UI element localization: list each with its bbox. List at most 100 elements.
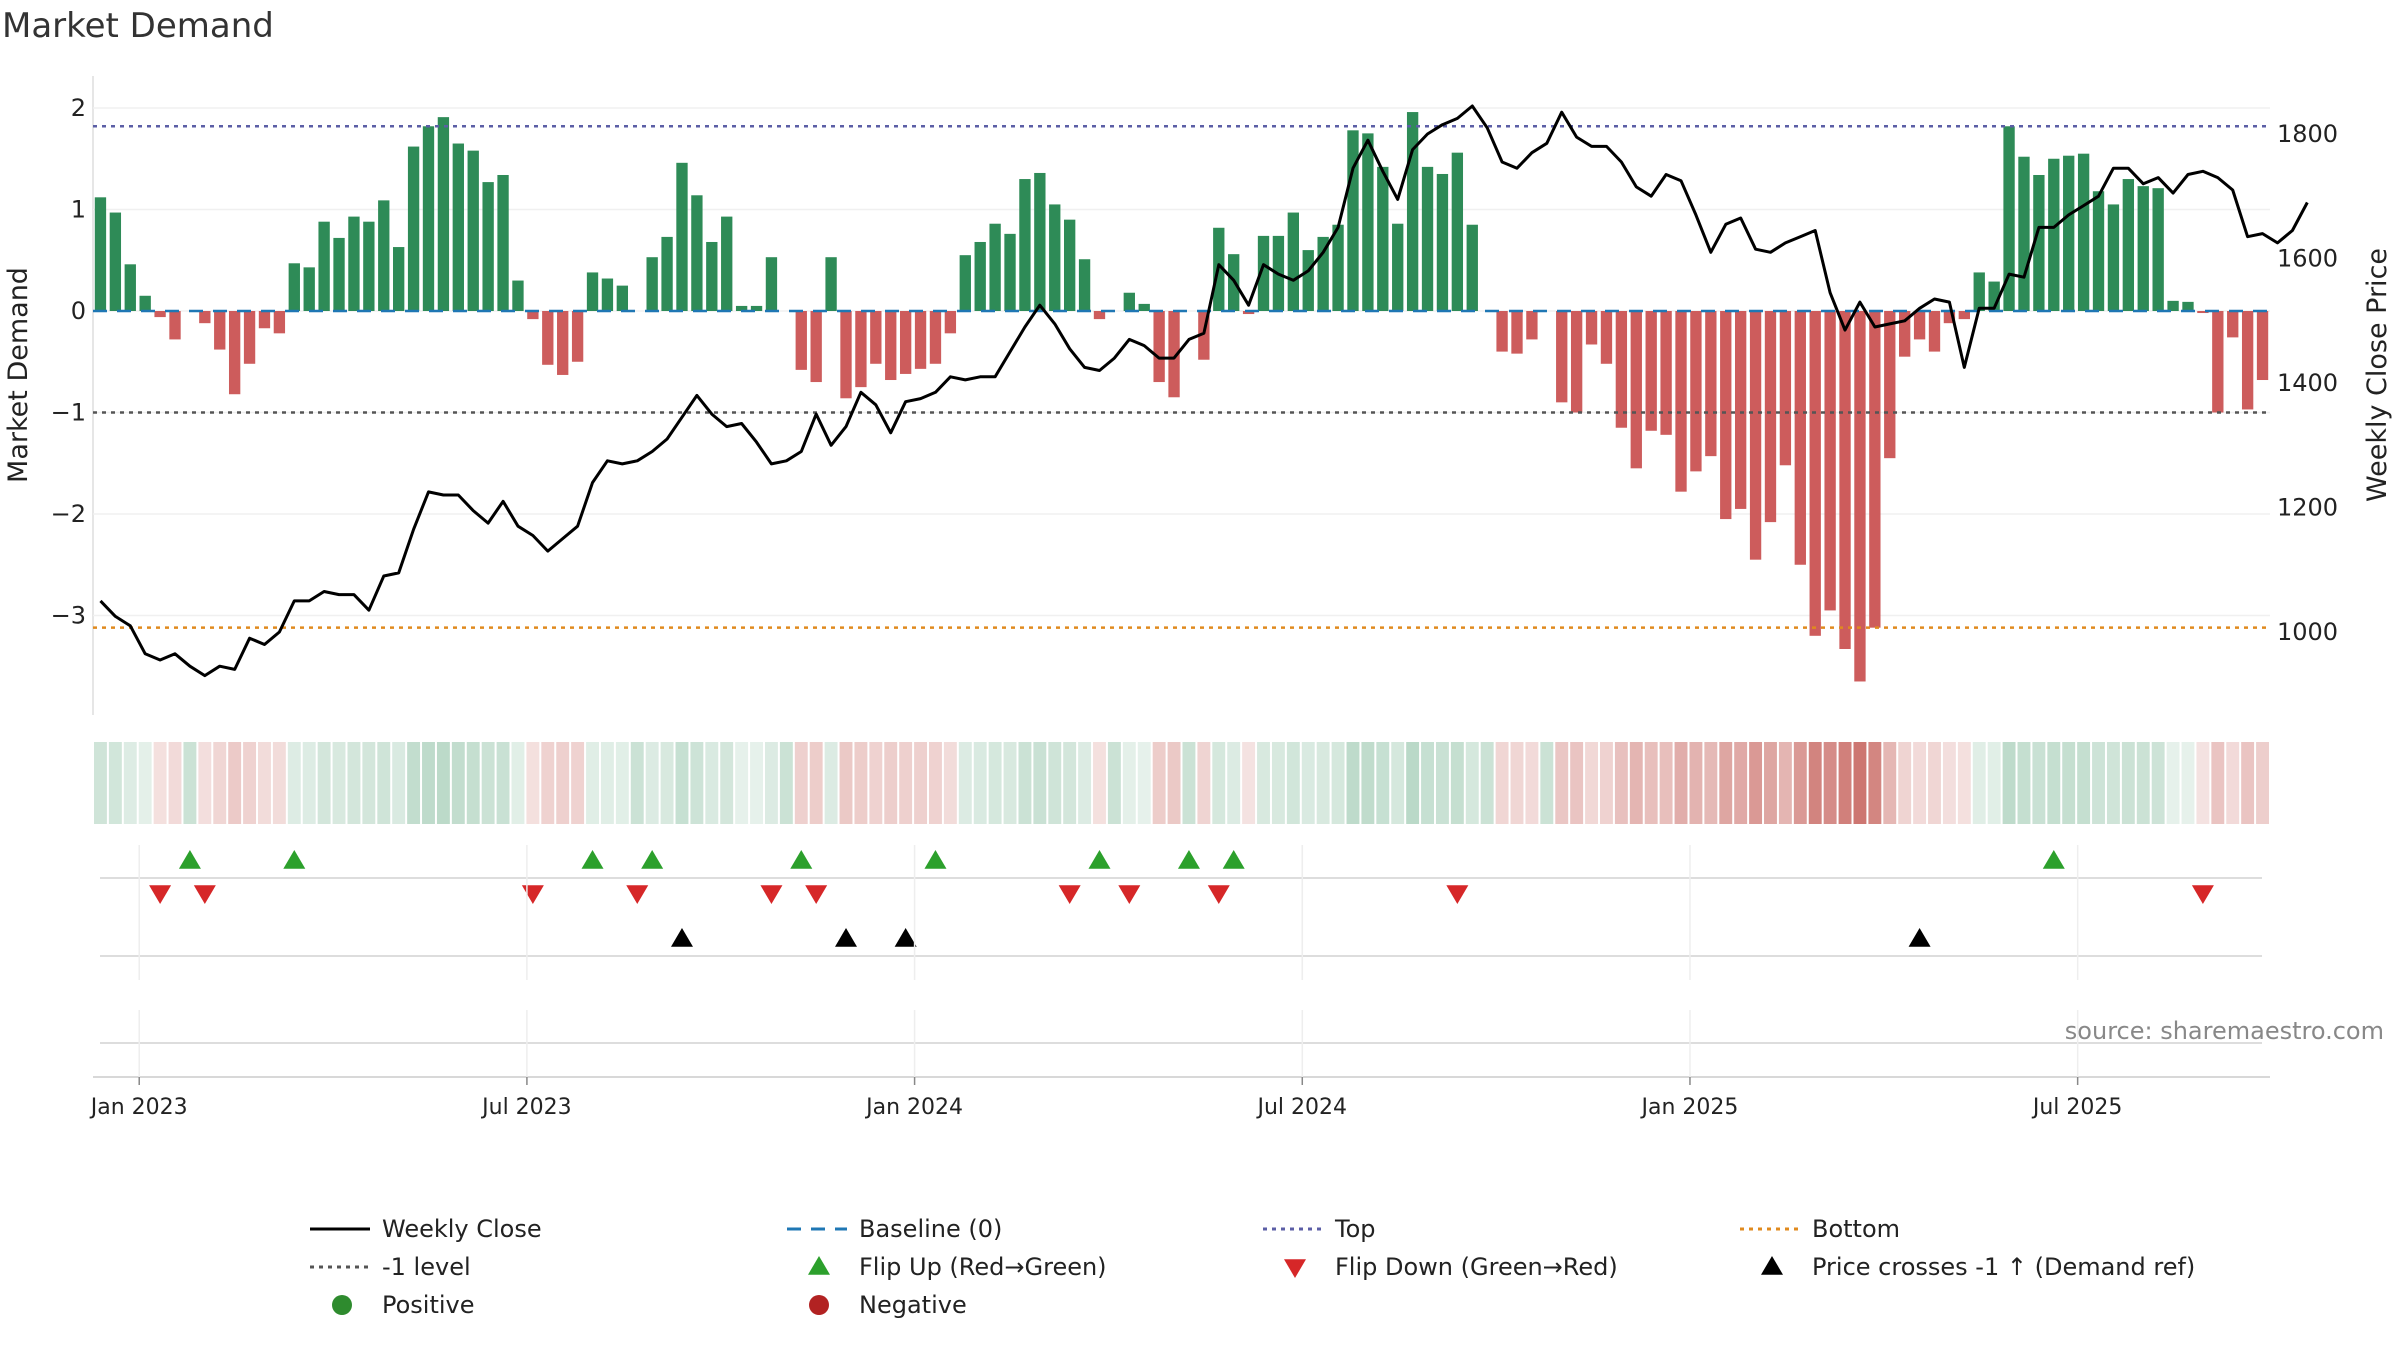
flip-down-marker bbox=[2191, 885, 2214, 904]
demand-bar bbox=[482, 182, 494, 311]
demand-bar bbox=[1585, 311, 1598, 345]
flip-up-marker bbox=[1222, 850, 1245, 869]
heatmap-cell bbox=[1286, 742, 1300, 824]
demand-bar bbox=[512, 280, 524, 311]
heatmap-cell bbox=[1823, 742, 1837, 824]
demand-bar bbox=[1466, 224, 1478, 311]
heatmap-cell bbox=[258, 742, 271, 824]
demand-bar bbox=[855, 311, 867, 388]
demand-bar bbox=[1794, 311, 1806, 565]
demand-bar bbox=[1406, 112, 1419, 311]
heatmap-cell bbox=[123, 742, 137, 824]
demand-bar bbox=[885, 311, 897, 381]
demand-bar bbox=[1317, 236, 1329, 311]
heatmap-cell bbox=[1644, 742, 1658, 824]
legend-dot-red-swatch bbox=[809, 1295, 829, 1315]
demand-bar bbox=[601, 278, 614, 311]
heatmap-cell bbox=[958, 742, 972, 824]
heatmap-cell bbox=[496, 742, 510, 824]
demand-bar bbox=[795, 311, 807, 370]
demand-bar bbox=[2182, 301, 2194, 311]
flip-down-marker bbox=[1058, 885, 1081, 904]
legend-line-dot-minus1-label: -1 level bbox=[382, 1253, 471, 1281]
demand-bar bbox=[691, 195, 703, 311]
demand-bar bbox=[1526, 311, 1538, 340]
demand-bar bbox=[422, 126, 435, 312]
demand-bar bbox=[1257, 235, 1270, 311]
heatmap-cell bbox=[2136, 742, 2150, 824]
demand-bar bbox=[840, 311, 852, 399]
demand-bar bbox=[870, 311, 882, 364]
heatmap-cell bbox=[2121, 742, 2135, 824]
heatmap-cell bbox=[2002, 742, 2016, 824]
heatmap-cell bbox=[1629, 742, 1643, 824]
demand-bar bbox=[1764, 311, 1777, 523]
x-tick-label: Jan 2023 bbox=[89, 1095, 188, 1120]
x-tick-label: Jan 2025 bbox=[1640, 1095, 1739, 1120]
heatmap-cell bbox=[1033, 742, 1047, 824]
flip-down-marker bbox=[805, 885, 828, 904]
demand-bar bbox=[2003, 126, 2015, 312]
heatmap-cell bbox=[541, 742, 555, 824]
price-cross-marker bbox=[1908, 928, 1931, 947]
heatmap-cell bbox=[1122, 742, 1136, 824]
demand-bar bbox=[2227, 311, 2239, 338]
heatmap-cell bbox=[1107, 742, 1121, 824]
heatmap-cell bbox=[2062, 742, 2076, 824]
heatmap-cell bbox=[1376, 742, 1390, 824]
heatmap-cell bbox=[436, 742, 450, 824]
legend-dot-green-label: Positive bbox=[382, 1291, 475, 1319]
demand-bar bbox=[899, 311, 912, 374]
demand-bar bbox=[1615, 311, 1628, 428]
demand-bar bbox=[2063, 155, 2075, 311]
legend-tri-down-red-label: Flip Down (Green→Red) bbox=[1335, 1253, 1618, 1281]
heatmap-cell bbox=[377, 742, 391, 824]
heatmap-cell bbox=[1391, 742, 1405, 824]
demand-bar bbox=[1809, 311, 1821, 636]
demand-bar bbox=[467, 150, 479, 311]
heatmap-cell bbox=[1048, 742, 1062, 824]
legend-dot-red-label: Negative bbox=[859, 1291, 967, 1319]
heatmap-cell bbox=[2092, 742, 2105, 824]
heatmap-cell bbox=[1316, 742, 1330, 824]
heatmap-cell bbox=[213, 742, 227, 824]
heatmap-cell bbox=[615, 742, 629, 824]
heatmap-cell bbox=[1764, 742, 1777, 824]
demand-bar bbox=[1451, 152, 1464, 311]
demand-bar bbox=[1988, 281, 2000, 311]
flip-up-marker bbox=[924, 850, 947, 869]
heatmap-cell bbox=[1078, 742, 1092, 824]
heatmap-cell bbox=[1227, 742, 1241, 824]
demand-bar bbox=[333, 237, 345, 311]
right-tick-label: 1600 bbox=[2277, 245, 2338, 273]
demand-bar bbox=[974, 241, 986, 311]
demand-bar bbox=[258, 311, 271, 329]
demand-bar bbox=[318, 221, 330, 311]
heatmap-cell bbox=[287, 742, 301, 824]
flip-up-marker bbox=[790, 850, 813, 869]
demand-bar bbox=[750, 305, 763, 311]
demand-bar bbox=[2018, 156, 2030, 311]
demand-bar bbox=[586, 272, 599, 311]
heatmap-cell bbox=[556, 742, 570, 824]
left-axis-title: Market Demand bbox=[3, 267, 34, 483]
demand-bar bbox=[557, 311, 569, 375]
left-tick-label: −2 bbox=[51, 500, 86, 528]
demand-bar bbox=[228, 311, 241, 395]
heatmap-cell bbox=[168, 742, 182, 824]
heatmap-cell bbox=[1510, 742, 1524, 824]
flip-down-marker bbox=[626, 885, 649, 904]
flip-down-marker bbox=[1446, 885, 1469, 904]
demand-bar bbox=[303, 267, 315, 311]
price-cross-marker bbox=[670, 928, 693, 947]
demand-bar bbox=[1630, 311, 1642, 469]
heatmap-cell bbox=[630, 742, 644, 824]
heatmap-cell bbox=[1271, 742, 1285, 824]
left-tick-label: 0 bbox=[71, 297, 86, 325]
demand-bar bbox=[1138, 303, 1150, 311]
demand-bar bbox=[1779, 311, 1792, 466]
right-tick-label: 1800 bbox=[2277, 120, 2338, 148]
heatmap-cell bbox=[198, 742, 212, 824]
heatmap-cell bbox=[1018, 742, 1032, 824]
demand-bar bbox=[929, 311, 942, 364]
